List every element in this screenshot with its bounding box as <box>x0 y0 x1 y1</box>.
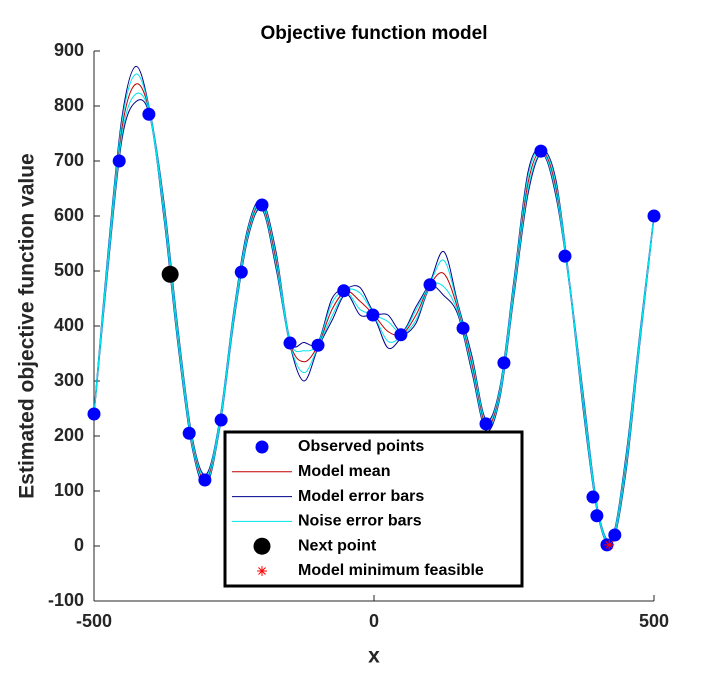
y-tick-label: 400 <box>54 315 84 335</box>
observed-point <box>647 209 661 223</box>
observed-point <box>87 407 101 421</box>
y-tick-label: 700 <box>54 150 84 170</box>
legend-label: Observed points <box>298 438 424 455</box>
legend-box <box>223 430 524 588</box>
observed-point <box>608 528 622 542</box>
observed-point <box>311 338 325 352</box>
y-axis-label: Estimated objective function value <box>16 153 39 498</box>
y-tick-label: 600 <box>54 205 84 225</box>
observed-point <box>558 249 572 263</box>
legend-symbol <box>257 566 267 576</box>
y-tick-label: 100 <box>54 480 84 500</box>
observed-point <box>255 198 269 212</box>
model-minimum <box>604 539 615 550</box>
legend-label: Noise error bars <box>298 513 422 530</box>
y-tick-label: 200 <box>54 425 84 445</box>
y-tick-label: -100 <box>48 590 84 610</box>
observed-point <box>112 154 126 168</box>
x-tick-label: -500 <box>76 611 112 631</box>
observed-point <box>590 509 604 523</box>
x-axis-label: x <box>368 645 380 668</box>
observed-point <box>534 144 548 158</box>
y-tick-label: 900 <box>54 40 84 60</box>
observed-point <box>423 278 437 292</box>
observed-point <box>586 490 600 504</box>
observed-point <box>283 336 297 350</box>
x-tick-label: 0 <box>369 611 379 631</box>
chart-title: Objective function model <box>261 23 488 44</box>
legend-symbol <box>253 537 271 555</box>
observed-point <box>479 417 493 431</box>
star-stroke <box>605 541 614 549</box>
next-point <box>161 265 179 283</box>
y-tick-label: 0 <box>74 535 84 555</box>
legend: Observed points Model mean Model error bar… <box>223 430 524 588</box>
star-stroke <box>258 567 266 575</box>
legend-symbol <box>255 440 269 454</box>
x-tick-label: 500 <box>639 611 669 631</box>
observed-point <box>456 321 470 335</box>
observed-point <box>198 473 212 487</box>
observed-point <box>337 284 351 298</box>
observed-point <box>142 107 156 121</box>
observed-point <box>497 356 511 370</box>
observed-point <box>214 413 228 427</box>
y-tick-label: 800 <box>54 95 84 115</box>
legend-label: Model error bars <box>298 488 424 505</box>
observed-point <box>366 308 380 322</box>
legend-label: Model mean <box>298 463 390 480</box>
y-tick-label: 500 <box>54 260 84 280</box>
legend-label: Model minimum feasible <box>298 562 484 579</box>
plot-area: -100 0 100 200 300 400 500 600 700 800 900 -500 0 500 <box>48 40 669 631</box>
observed-point <box>182 426 196 440</box>
observed-point <box>234 265 248 279</box>
legend-label: Next point <box>298 537 377 554</box>
observed-point <box>394 328 408 342</box>
y-tick-label: 300 <box>54 370 84 390</box>
